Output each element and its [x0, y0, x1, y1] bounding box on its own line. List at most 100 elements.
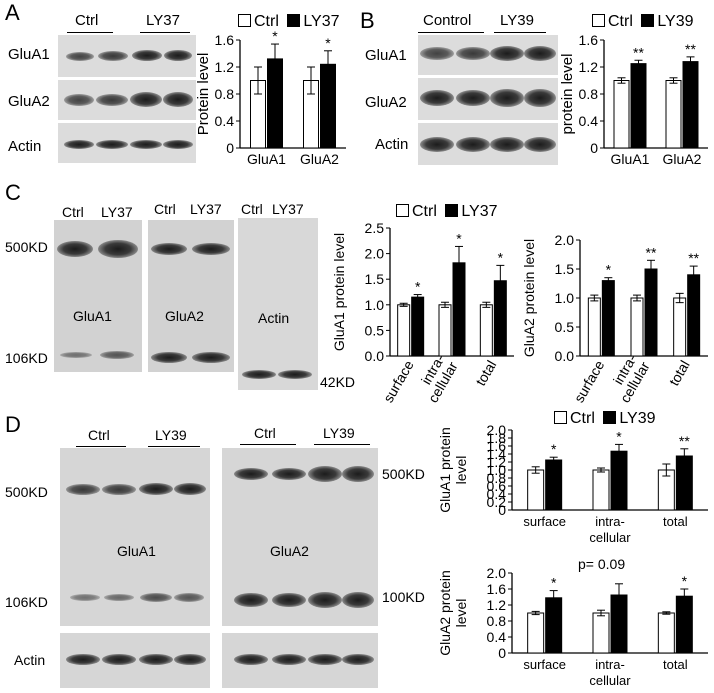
- band: [490, 137, 524, 152]
- y-axis-label: GluA1 protein level: [331, 233, 347, 351]
- band: [174, 593, 204, 602]
- band: [164, 50, 192, 61]
- y-tick-label: 0: [498, 502, 506, 518]
- legend-label-ctrl: Ctrl: [608, 13, 633, 30]
- y-tick-label: 1.0: [487, 462, 507, 478]
- band: [308, 654, 342, 665]
- blot-col-ctrl: Ctrl: [254, 425, 276, 441]
- significance-marker: *: [606, 262, 612, 278]
- bar-ly39: [682, 61, 699, 149]
- y-tick-label: 0.4: [579, 113, 599, 129]
- band: [130, 140, 162, 149]
- mw-label-106kd: 106KD: [5, 350, 48, 366]
- band: [342, 654, 374, 665]
- bar-ly37: [411, 296, 425, 357]
- band: [57, 241, 93, 257]
- legend-c: Ctrl LY37: [396, 203, 498, 221]
- band: [342, 466, 374, 482]
- legend-swatch-ly37: [445, 204, 459, 217]
- legend-d: Ctrl LY39: [554, 410, 656, 428]
- y-tick-label: 2.0: [487, 565, 507, 581]
- p-value-annotation: p= 0.09: [578, 556, 626, 572]
- band: [98, 240, 138, 258]
- row-label-actin: Actin: [375, 136, 409, 153]
- significance-marker: *: [498, 249, 504, 265]
- mw-label-500kd: 500KD: [5, 239, 48, 255]
- legend-swatch-ctrl: [396, 204, 409, 217]
- band: [70, 594, 100, 601]
- bar-ly39: [545, 597, 563, 654]
- band: [96, 140, 128, 149]
- legend-a: Ctrl LY37: [238, 13, 340, 31]
- significance-marker: *: [551, 441, 557, 457]
- y-tick-label: 0.4: [215, 113, 235, 129]
- significance-marker: *: [325, 35, 331, 51]
- y-tick-label: 0.6: [487, 478, 507, 494]
- mw-label-500kd: 500KD: [382, 466, 425, 482]
- panel-letter-c: C: [5, 180, 21, 205]
- band: [278, 370, 312, 379]
- y-tick-label: 0.8: [487, 613, 507, 629]
- band: [192, 352, 230, 363]
- bar-ctrl: [479, 304, 493, 357]
- band: [139, 483, 173, 495]
- band: [66, 52, 94, 61]
- bar-ly39: [630, 63, 647, 149]
- y-tick-label: 0: [226, 140, 234, 156]
- band: [524, 46, 556, 61]
- y-tick-label: 0.8: [487, 470, 507, 486]
- x-tick-label: intra-cellular: [589, 514, 631, 545]
- blot-col: Ctrl: [154, 201, 176, 217]
- y-tick-label: 1.6: [215, 32, 235, 48]
- bar-ctrl: [527, 469, 545, 511]
- y-tick-label: 1.8: [487, 430, 507, 446]
- x-tick-label: surface: [523, 657, 566, 672]
- band: [272, 468, 306, 480]
- significance-marker: *: [415, 279, 421, 295]
- y-tick-label: 0.4: [487, 486, 507, 502]
- band: [490, 46, 524, 61]
- bar-chart-d-glua1: 00.20.40.60.81.01.21.41.61.82.0 GluA1 pro…: [440, 422, 708, 545]
- blot-col-ly37: LY37: [146, 12, 180, 29]
- row-label-actin: Actin: [8, 138, 42, 155]
- band: [234, 468, 268, 480]
- y-tick-label: 1.5: [365, 271, 385, 287]
- x-tick-label: surface: [380, 357, 417, 404]
- blot-d-left: GluA1: [60, 448, 210, 626]
- bar-ctrl: [592, 469, 610, 511]
- significance-marker: **: [685, 41, 696, 57]
- bar-ctrl: [630, 297, 644, 357]
- y-tick-label: 0.5: [365, 322, 385, 338]
- significance-marker: **: [633, 44, 644, 60]
- bar-ctrl: [587, 297, 601, 357]
- band: [342, 592, 374, 608]
- y-tick-label: 0.8: [215, 86, 235, 102]
- legend-label-ly37: LY37: [303, 13, 340, 30]
- legend-swatch-ctrl: [238, 14, 251, 27]
- blot-c-glua2: GluA2: [148, 220, 234, 372]
- y-tick-label: 1.0: [555, 290, 575, 306]
- band: [234, 593, 268, 607]
- y-tick-label: 1.2: [487, 597, 507, 613]
- row-label-glua1: GluA1: [365, 47, 407, 64]
- bar-ctrl: [657, 612, 675, 654]
- group-underline: [140, 32, 190, 33]
- significance-marker: *: [272, 30, 278, 44]
- y-tick-label: 2.5: [365, 220, 385, 236]
- band: [242, 370, 276, 379]
- y-tick-label: 2.0: [487, 422, 507, 438]
- band: [132, 50, 162, 61]
- blot-c-glua1: GluA1: [54, 220, 142, 372]
- row-label-glua1: GluA1: [8, 46, 50, 63]
- band: [102, 654, 136, 665]
- y-axis-label: GluA2 protein level: [521, 239, 537, 357]
- row-label-glua2: GluA2: [8, 93, 50, 110]
- blot-a-actin: [58, 123, 196, 163]
- band: [524, 89, 556, 107]
- band: [272, 593, 306, 607]
- bar-ly39: [675, 595, 693, 654]
- significance-marker: *: [551, 575, 557, 591]
- blot-label: GluA1: [73, 308, 112, 324]
- y-axis-label: GluA2 proteinlevel: [440, 570, 469, 656]
- y-tick-label: 0.4: [487, 629, 507, 645]
